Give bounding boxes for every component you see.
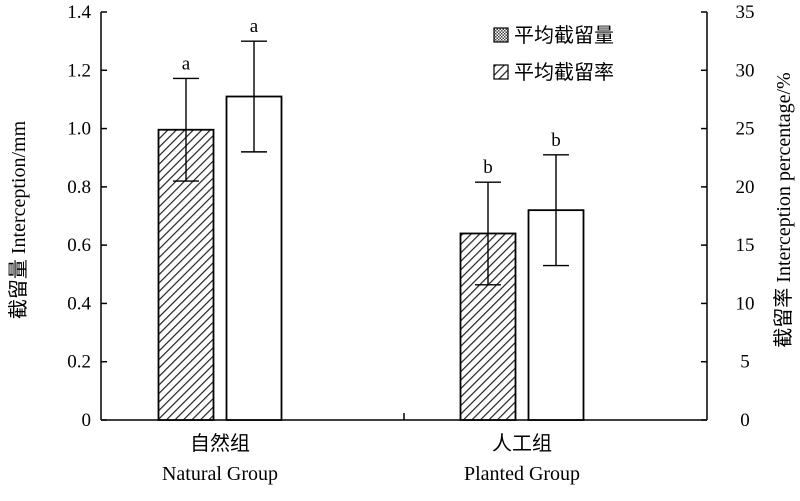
left-tick-label: 0.6: [67, 235, 91, 256]
left-tick-label: 0.8: [67, 177, 91, 198]
significance-label: a: [250, 16, 259, 37]
significance-label: b: [483, 157, 493, 178]
right-axis-ticks: 0 5 10 15 20 25 30 35: [701, 2, 755, 431]
legend-label-rate: 平均截留率: [514, 61, 614, 84]
legend-label-amount: 平均截留量: [514, 24, 614, 47]
right-tick-label: 25: [736, 119, 755, 140]
right-tick-label: 10: [736, 293, 755, 314]
right-tick-label: 0: [740, 410, 750, 431]
right-tick-label: 35: [736, 2, 755, 23]
left-tick-label: 1.0: [67, 119, 91, 140]
significance-labels: a b a b: [182, 16, 561, 178]
left-tick-label: 0: [82, 410, 92, 431]
right-tick-label: 15: [736, 235, 755, 256]
bars: [157, 95, 585, 421]
legend-swatch-rate: [493, 64, 509, 80]
category-label-en: Natural Group: [162, 463, 278, 485]
legend-swatch-amount: [493, 27, 509, 43]
category-label-zh: 自然组: [190, 432, 250, 455]
right-tick-label: 30: [736, 60, 755, 81]
category-labels: 自然组 Natural Group 人工组 Planted Group: [162, 432, 580, 485]
right-tick-label: 5: [740, 352, 750, 373]
right-axis-title: 截留率 Interception percentage/%: [772, 72, 795, 347]
right-tick-label: 20: [736, 177, 755, 198]
significance-label: a: [182, 53, 191, 74]
significance-label: b: [551, 130, 561, 151]
left-tick-label: 0.4: [67, 293, 91, 314]
legend: 平均截留量 平均截留率: [493, 24, 614, 84]
left-tick-label: 1.4: [67, 2, 91, 23]
category-label-en: Planted Group: [464, 463, 580, 485]
left-axis-title: 截留量 Interception/mm: [7, 120, 30, 319]
error-bars: [173, 40, 569, 286]
left-tick-label: 0.2: [67, 352, 91, 373]
category-label-zh: 人工组: [492, 432, 552, 455]
left-tick-label: 1.2: [67, 60, 91, 81]
left-axis-ticks: 0 0.2 0.4 0.6 0.8 1.0 1.2 1.4: [67, 2, 107, 431]
